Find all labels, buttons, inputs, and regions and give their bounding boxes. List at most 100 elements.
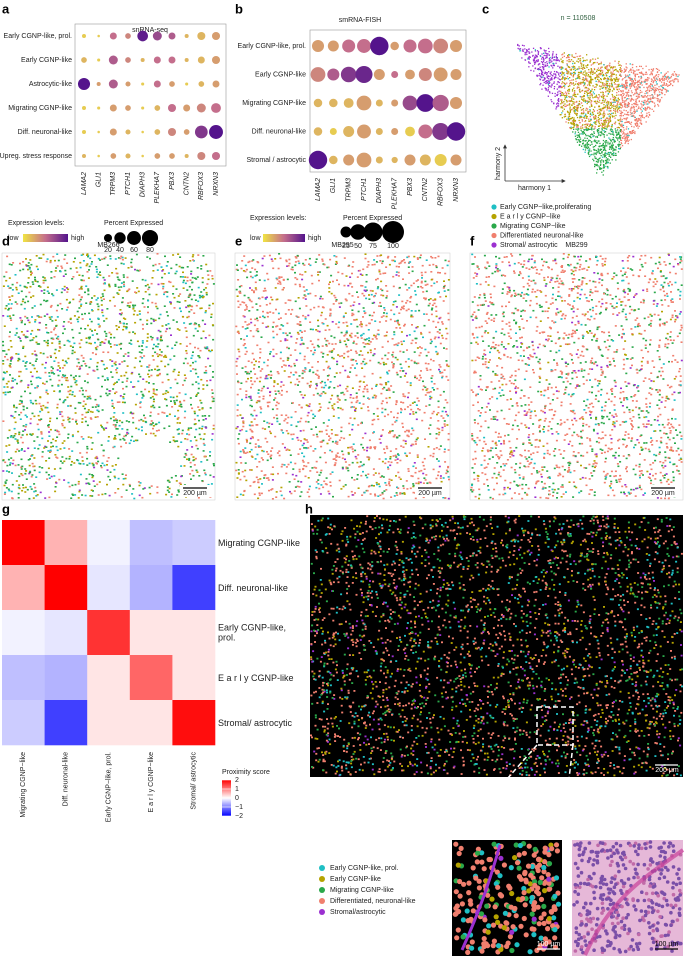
cell-spot bbox=[128, 288, 131, 290]
cell-point bbox=[644, 108, 646, 111]
heat-cell bbox=[44, 520, 88, 566]
cell-spot bbox=[126, 428, 129, 431]
dot bbox=[125, 105, 131, 111]
cell-point bbox=[662, 84, 664, 86]
cell-spot bbox=[56, 457, 59, 459]
cell-point bbox=[557, 99, 559, 101]
cell-spot bbox=[174, 272, 177, 275]
cell-point bbox=[660, 85, 662, 87]
cell-spot bbox=[41, 451, 44, 453]
cell-spot bbox=[144, 291, 147, 293]
cell-point bbox=[645, 103, 647, 105]
cell-spot bbox=[9, 299, 11, 301]
gene-label: PBX3 bbox=[407, 178, 414, 196]
cell-point bbox=[619, 74, 622, 76]
cell-spot bbox=[156, 353, 159, 355]
cell-point bbox=[558, 81, 560, 84]
cell-spot bbox=[439, 316, 442, 319]
cell-spot bbox=[393, 344, 396, 346]
cell-point bbox=[643, 103, 645, 105]
cell-spot bbox=[71, 484, 74, 487]
cell-spot bbox=[5, 487, 8, 489]
cell-spot bbox=[125, 323, 128, 325]
heat-cell bbox=[2, 520, 45, 566]
cell-spot bbox=[63, 258, 66, 261]
cell-point bbox=[578, 135, 580, 137]
cell-point bbox=[526, 49, 528, 51]
cell-point bbox=[602, 93, 604, 95]
cell-point bbox=[583, 83, 586, 85]
cell-spot bbox=[175, 399, 178, 402]
cell-point bbox=[547, 95, 549, 97]
cell-point bbox=[524, 54, 526, 56]
cell-point bbox=[607, 158, 609, 160]
dot bbox=[198, 81, 205, 87]
cell-point bbox=[576, 125, 578, 128]
cell-spot bbox=[184, 300, 187, 302]
cell-spot bbox=[53, 475, 56, 477]
cell-spot bbox=[340, 426, 343, 429]
cell-point bbox=[566, 82, 568, 84]
cell-spot bbox=[55, 309, 58, 312]
cell-point bbox=[634, 110, 636, 112]
dot bbox=[197, 31, 206, 41]
cell-spot bbox=[204, 323, 207, 325]
cell-point bbox=[622, 137, 624, 139]
dot bbox=[357, 39, 371, 53]
cell-point bbox=[608, 107, 611, 110]
cell-spot bbox=[3, 350, 6, 352]
cell-spot bbox=[163, 293, 165, 296]
cell-spot bbox=[185, 330, 188, 332]
cell-point bbox=[606, 126, 608, 128]
cell-point bbox=[634, 111, 636, 114]
cell-spot bbox=[147, 306, 149, 308]
cell-point bbox=[618, 107, 620, 110]
cell-point bbox=[640, 77, 642, 80]
cell-point bbox=[589, 124, 591, 127]
cell-point bbox=[671, 74, 673, 76]
cell-spot bbox=[19, 317, 22, 319]
gene-label: NRXN3 bbox=[213, 172, 220, 196]
cell-point bbox=[542, 61, 544, 64]
cell-spot bbox=[147, 373, 150, 376]
cell-spot bbox=[69, 345, 72, 347]
cell-point bbox=[644, 99, 646, 101]
cell-point bbox=[646, 83, 648, 85]
cell-spot bbox=[156, 269, 159, 271]
cell-spot bbox=[17, 353, 20, 355]
cell-spot bbox=[30, 475, 33, 478]
cell-point bbox=[564, 83, 567, 85]
cell-spot bbox=[40, 316, 43, 318]
cell-point bbox=[632, 94, 635, 96]
dot bbox=[446, 122, 466, 141]
cell-spot bbox=[64, 254, 67, 256]
cell-spot bbox=[357, 310, 360, 313]
cell-point bbox=[654, 105, 656, 108]
cell-spot bbox=[154, 351, 157, 354]
cell-point bbox=[608, 91, 610, 93]
cell-spot bbox=[138, 345, 141, 348]
cell-point bbox=[644, 81, 646, 83]
cell-point bbox=[551, 79, 553, 81]
cell-point bbox=[540, 61, 543, 63]
cell-spot bbox=[99, 259, 102, 261]
cell-spot bbox=[244, 469, 247, 472]
cell-spot bbox=[154, 319, 157, 322]
cell-point bbox=[598, 108, 600, 110]
cell-spot bbox=[31, 474, 34, 476]
cell-spot bbox=[75, 419, 78, 422]
cell-point bbox=[570, 68, 573, 70]
cell-point bbox=[598, 101, 600, 103]
cell-point bbox=[539, 79, 542, 81]
cell-point bbox=[607, 143, 609, 145]
dot bbox=[373, 69, 385, 80]
cell-point bbox=[614, 66, 616, 68]
cell-spot bbox=[14, 301, 17, 303]
cell-point bbox=[588, 125, 590, 128]
cell-point bbox=[603, 64, 605, 66]
dot bbox=[97, 154, 100, 158]
cell-point bbox=[636, 109, 638, 111]
cell-point bbox=[574, 124, 576, 126]
cell-point bbox=[612, 72, 614, 74]
cell-point bbox=[675, 75, 677, 77]
